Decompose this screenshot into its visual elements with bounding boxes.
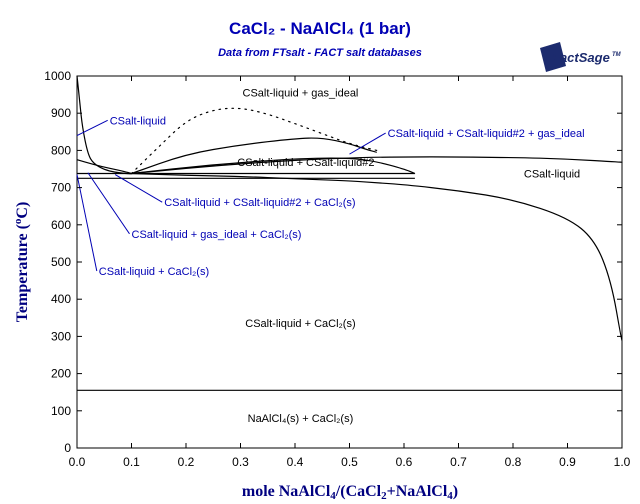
x-tick-label: 0.1 [123, 455, 140, 469]
y-tick-label: 100 [51, 404, 71, 418]
x-tick-label: 0.9 [559, 455, 576, 469]
region-label: NaAlCl₄(s) + CaCl₂(s) [248, 413, 354, 425]
callout-label: CSalt-liquid + CSalt-liquid#2 + CaCl₂(s) [164, 197, 355, 209]
phase-boundary-2 [131, 172, 623, 343]
callout-leader [114, 174, 163, 203]
region-label: CSalt-liquid + CaCl₂(s) [245, 318, 355, 330]
logo-trademark: TM [612, 52, 622, 58]
x-tick-label: 0.3 [232, 455, 249, 469]
callout-label: CSalt-liquid + CSalt-liquid#2 + gas_idea… [388, 128, 585, 140]
y-tick-label: 1000 [44, 69, 71, 83]
y-tick-label: 0 [64, 441, 71, 455]
chart-subtitle: Data from FTsalt - FACT salt databases [218, 47, 422, 59]
callout-label: CSalt-liquid + gas_ideal + CaCl₂(s) [132, 229, 302, 241]
y-tick-label: 700 [51, 181, 71, 195]
callout-label: CSalt-liquid + CaCl₂(s) [99, 266, 209, 278]
region-label: CSalt-liquid [524, 169, 580, 181]
y-tick-label: 500 [51, 255, 71, 269]
x-tick-label: 0.8 [505, 455, 522, 469]
callout-leader [349, 132, 386, 155]
y-tick-label: 600 [51, 218, 71, 232]
y-tick-label: 200 [51, 367, 71, 381]
callout-leader [76, 174, 98, 272]
phase-boundary-1 [76, 159, 133, 175]
plot-layer: CSalt-liquid + gas_ideal CSalt-liquid + C… [76, 75, 623, 425]
phase-boundary-6 [130, 107, 378, 175]
x-tick-label: 0.2 [178, 455, 195, 469]
y-tick-label: 900 [51, 106, 71, 120]
x-tick-label: 0.7 [450, 455, 467, 469]
factsage-logo: FactSage TM [540, 42, 622, 72]
callout-label: CSalt-liquid [110, 115, 166, 127]
phase-boundary-3 [131, 137, 377, 175]
callout-leader [76, 119, 108, 136]
y-tick-label: 400 [51, 292, 71, 306]
logo-text: FactSage [552, 50, 610, 65]
callout-leader [87, 172, 130, 235]
x-tick-label: 0.4 [287, 455, 304, 469]
x-tick-label: 0.5 [341, 455, 358, 469]
y-axis-title: Temperature (oC) [12, 202, 31, 323]
x-tick-label: 0.6 [396, 455, 413, 469]
axis-ticks: 0.0 0.1 0.2 0.3 0.4 0.5 0.6 0.7 0.8 0.9 1.0 0 100 200… [44, 69, 630, 469]
region-label: CSalt-liquid + CSalt-liquid#2 [237, 157, 374, 169]
x-tick-label: 1.0 [614, 455, 631, 469]
phase-boundary-5 [131, 156, 623, 175]
y-tick-label: 800 [51, 143, 71, 157]
x-tick-label: 0.0 [69, 455, 86, 469]
x-axis-title: mole NaAlCl4/(CaCl2+NaAlCl4) [242, 483, 458, 502]
chart-title: CaCl₂ - NaAlCl₄ (1 bar) [229, 19, 411, 38]
y-tick-label: 300 [51, 329, 71, 343]
region-label: CSalt-liquid + gas_ideal [243, 87, 359, 99]
